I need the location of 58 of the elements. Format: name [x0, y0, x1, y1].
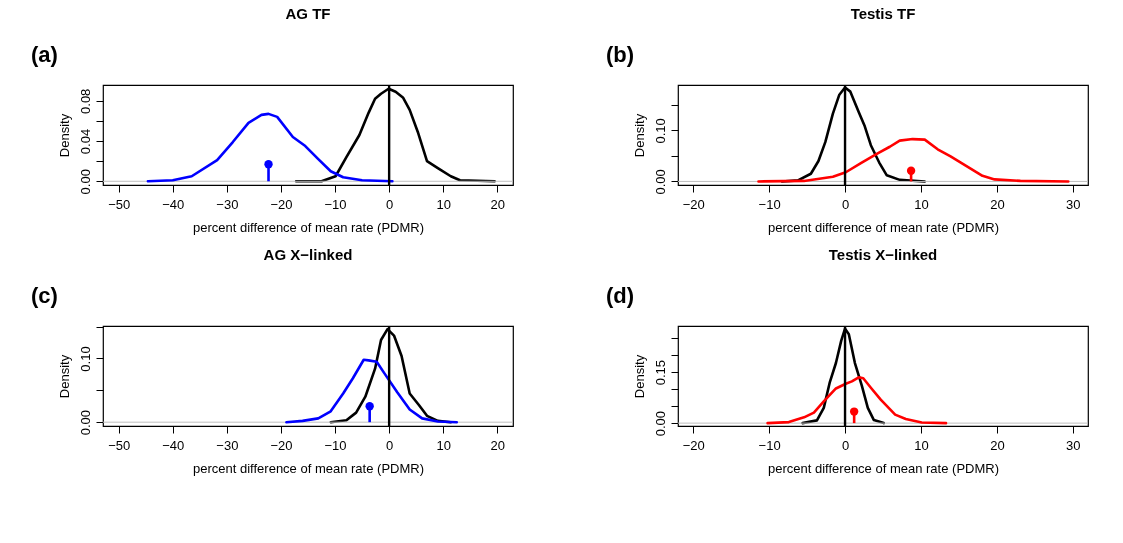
chart-title: Testis X−linked — [828, 246, 938, 263]
text: (a) — [31, 42, 58, 67]
x-tick-label: 20 — [990, 196, 1005, 212]
line-series — [801, 327, 886, 425]
x-tick-label: −10 — [758, 196, 781, 212]
text: (c) — [31, 283, 58, 308]
x-tick-label: −30 — [216, 437, 239, 453]
x-tick-label: 20 — [990, 437, 1005, 453]
x-tick-label: −40 — [162, 437, 185, 453]
x-tick-label: −50 — [108, 196, 131, 212]
x-axis-title: percent difference of mean rate (PDMR) — [768, 219, 999, 235]
y-tick-label: 0.00 — [77, 169, 93, 195]
chart-title: Testis TF — [850, 5, 916, 22]
line-series — [757, 137, 1070, 183]
x-tick-label: −10 — [324, 196, 347, 212]
x-tick-label: 10 — [914, 196, 929, 212]
line-series — [146, 112, 394, 183]
x-tick-label: −40 — [162, 196, 185, 212]
y-tick-label: 0.15 — [652, 360, 668, 386]
y-tick-label: 0.00 — [652, 169, 668, 195]
x-tick-label: −20 — [270, 196, 293, 212]
y-tick-label: 0.04 — [77, 128, 93, 155]
x-tick-label: 30 — [1066, 196, 1081, 212]
y-axis-title: Density — [56, 113, 72, 158]
x-tick-label: −10 — [324, 437, 347, 453]
x-tick-label: −30 — [216, 196, 239, 212]
x-axis-title: percent difference of mean rate (PDMR) — [193, 460, 424, 476]
x-tick-label: 20 — [490, 196, 506, 212]
x-tick-label: 0 — [841, 437, 850, 453]
x-tick-label: −50 — [108, 437, 131, 453]
x-tick-label: 10 — [436, 437, 451, 453]
text: (b) — [606, 42, 635, 67]
x-tick-label: 10 — [914, 437, 929, 453]
y-axis-title: Density — [631, 113, 647, 158]
x-tick-label: 0 — [386, 196, 394, 212]
x-tick-label: 0 — [386, 437, 394, 453]
y-tick-label: 0.00 — [77, 410, 93, 436]
y-tick-label: 0.10 — [77, 346, 93, 372]
x-tick-label: 10 — [436, 196, 451, 212]
x-tick-label: −10 — [758, 437, 781, 453]
y-tick-label: 0.08 — [77, 88, 93, 114]
x-tick-label: 20 — [490, 437, 506, 453]
x-tick-label: −20 — [270, 437, 293, 453]
x-tick-label: 0 — [841, 196, 850, 212]
chart-title: AG X−linked — [263, 246, 353, 263]
x-tick-label: −20 — [682, 196, 705, 212]
y-axis-title: Density — [631, 354, 647, 399]
x-axis-title: percent difference of mean rate (PDMR) — [193, 219, 424, 235]
x-tick-label: 30 — [1066, 437, 1081, 453]
y-tick-label: 0.10 — [652, 118, 668, 144]
y-axis-title: Density — [56, 354, 72, 399]
text: (d) — [606, 283, 635, 308]
x-tick-label: −20 — [682, 437, 705, 453]
y-tick-label: 0.00 — [652, 410, 668, 437]
chart-title: AG TF — [285, 5, 331, 22]
x-axis-title: percent difference of mean rate (PDMR) — [768, 460, 999, 476]
line-series — [285, 358, 459, 424]
line-series — [766, 375, 948, 425]
